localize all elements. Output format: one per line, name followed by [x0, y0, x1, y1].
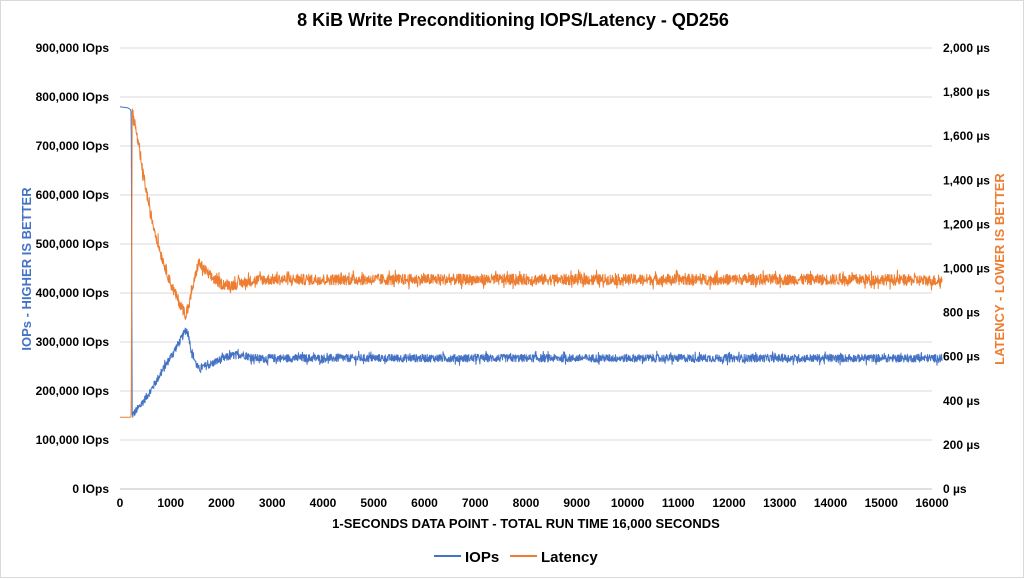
y-axis-right-title: LATENCY - LOWER IS BETTER: [992, 173, 1007, 365]
y-left-tick-label: 0 IOps: [72, 482, 109, 496]
x-tick-label: 4000: [310, 496, 337, 510]
x-tick-label: 12000: [712, 496, 746, 510]
y-right-tick-label: 1,200 µs: [943, 217, 990, 231]
y-left-tick-label: 800,000 IOps: [36, 90, 110, 104]
legend-label-latency: Latency: [541, 549, 598, 566]
x-tick-label: 8000: [513, 496, 540, 510]
x-tick-label: 3000: [259, 496, 286, 510]
x-tick-label: 7000: [462, 496, 489, 510]
x-tick-label: 0: [117, 496, 124, 510]
legend-label-iops: IOPs: [465, 549, 499, 566]
y-left-tick-label: 500,000 IOps: [36, 237, 110, 251]
y-right-tick-label: 0 µs: [943, 482, 967, 496]
y-right-tick-label: 400 µs: [943, 394, 980, 408]
y-right-tick-label: 800 µs: [943, 306, 980, 320]
y-left-tick-label: 200,000 IOps: [36, 384, 110, 398]
series-line-iops: [119, 106, 943, 418]
x-tick-label: 6000: [411, 496, 438, 510]
x-tick-label: 11000: [662, 496, 695, 510]
y-right-tick-label: 200 µs: [943, 438, 980, 452]
y-right-tick-label: 2,000 µs: [943, 41, 990, 55]
x-tick-label: 16000: [915, 496, 949, 510]
y-right-tick-label: 1,600 µs: [943, 129, 990, 143]
x-tick-label: 10000: [611, 496, 645, 510]
y-left-tick-label: 600,000 IOps: [36, 188, 110, 202]
gridlines: [120, 47, 932, 490]
y-left-tick-label: 900,000 IOps: [36, 41, 110, 55]
x-axis-title: 1-SECONDS DATA POINT - TOTAL RUN TIME 16…: [332, 516, 720, 531]
left-axis-ticks: 0 IOps 100,000 IOps 200,000 IOps 300,000 IO…: [36, 41, 110, 496]
y-axis-left-title: IOPs - HIGHER IS BETTER: [19, 187, 34, 351]
x-tick-label: 1000: [157, 496, 184, 510]
y-left-tick-label: 300,000 IOps: [36, 335, 110, 349]
x-tick-label: 5000: [360, 496, 387, 510]
x-tick-label: 9000: [563, 496, 590, 510]
y-right-tick-label: 1,800 µs: [943, 85, 990, 99]
x-tick-label: 15000: [865, 496, 899, 510]
y-left-tick-label: 700,000 IOps: [36, 139, 110, 153]
chart-title: 8 KiB Write Preconditioning IOPS/Latency…: [297, 10, 729, 30]
y-right-tick-label: 1,400 µs: [943, 173, 990, 187]
x-tick-label: 13000: [763, 496, 797, 510]
y-right-tick-label: 600 µs: [943, 350, 980, 364]
series-group: [119, 106, 943, 418]
y-left-tick-label: 100,000 IOps: [36, 433, 110, 447]
y-right-tick-label: 1,000 µs: [943, 262, 990, 276]
x-tick-label: 14000: [814, 496, 848, 510]
legend: IOPs Latency: [434, 549, 598, 566]
right-axis-ticks: 0 µs 200 µs 400 µs 600 µs 800 µs 1,000 µs 1,20…: [943, 41, 990, 496]
y-left-tick-label: 400,000 IOps: [36, 286, 110, 300]
x-axis-ticks: 0 1000 2000 3000 4000 5000 6000 7000 8000 9000 100…: [117, 488, 949, 510]
series-line-latency: [119, 108, 943, 418]
x-tick-label: 2000: [208, 496, 235, 510]
